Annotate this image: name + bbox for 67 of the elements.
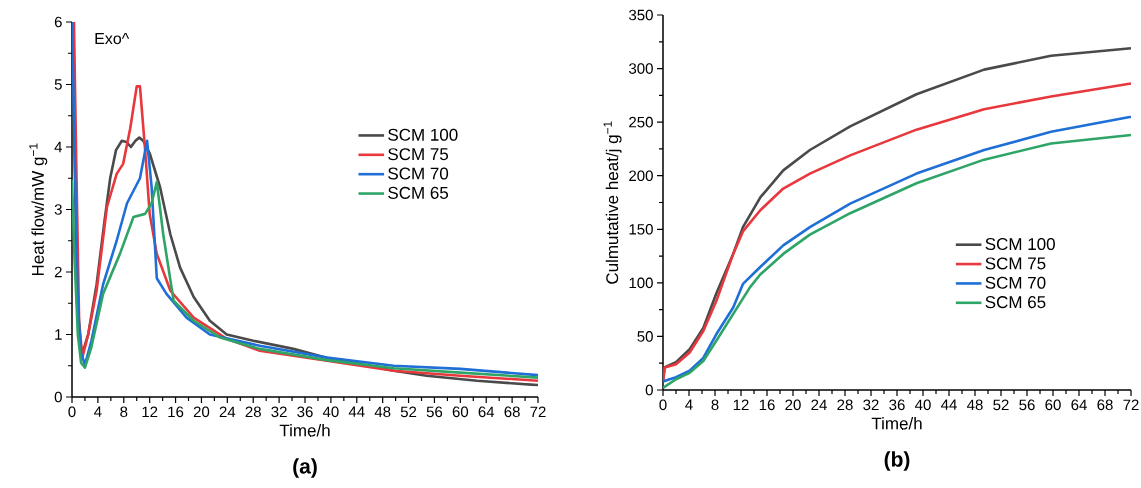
x-tick-label: 12 <box>733 399 749 411</box>
text: (b) <box>884 451 910 471</box>
x-tick-label: 0 <box>659 399 667 411</box>
x-tick-label: 44 <box>941 399 957 410</box>
x-tick-label: 64 <box>1071 399 1087 411</box>
y-tick-label: 6 <box>54 16 62 28</box>
y-tick-label: 0 <box>645 384 653 396</box>
y-tick-label: 200 <box>629 170 653 182</box>
x-tick-label: 4 <box>94 406 102 417</box>
y-tick-label: 250 <box>629 116 653 128</box>
x-tick-label: 32 <box>271 406 287 418</box>
x-tick-label: 40 <box>915 399 931 411</box>
x-tick-label: 56 <box>1019 399 1035 411</box>
x-tick-label: 20 <box>193 406 210 418</box>
y-tick-label: 2 <box>54 266 62 278</box>
y-tick-label: 50 <box>637 331 653 342</box>
x-tick-label: 0 <box>68 406 76 418</box>
x-tick-label: 56 <box>426 406 443 418</box>
x-tick-label: 52 <box>993 399 1009 411</box>
x-tick-label: 40 <box>322 406 339 418</box>
x-tick-label: 44 <box>348 406 365 417</box>
x-tick-label: 64 <box>478 406 495 418</box>
legend-label: SCM 100 <box>985 238 1055 251</box>
x-axis-title: Time/h <box>279 424 330 437</box>
x-tick-label: 48 <box>967 399 983 411</box>
x-tick-label: 68 <box>1097 399 1113 411</box>
x-tick-label: 48 <box>374 406 391 418</box>
y-tick-label: 350 <box>629 9 653 21</box>
x-tick-label: 72 <box>530 406 546 418</box>
x-tick-label: 20 <box>785 399 801 411</box>
x-tick-label: 60 <box>452 406 469 418</box>
legend-label: SCM 65 <box>985 296 1046 309</box>
legend-label: SCM 65 <box>388 186 449 199</box>
y-tick-label: 1 <box>55 329 62 340</box>
y-axis-title: Heat flow/mW g$^{−1}$ <box>29 143 48 276</box>
legend-label: SCM 75 <box>985 257 1046 270</box>
y-tick-label: 5 <box>54 79 62 90</box>
legend-label: SCM 70 <box>388 167 449 180</box>
y-tick-label: 3 <box>54 204 62 215</box>
legend-label: SCM 75 <box>388 148 449 161</box>
x-tick-label: 8 <box>120 406 128 418</box>
y-tick-label: 4 <box>54 141 63 153</box>
x-tick-label: 72 <box>1123 399 1139 411</box>
x-tick-label: 8 <box>711 399 719 411</box>
x-tick-label: 68 <box>504 406 520 418</box>
annotation: Exo^ <box>95 33 130 45</box>
y-tick-label: 300 <box>629 63 653 74</box>
x-tick-label: 24 <box>219 406 236 418</box>
x-axis-title: Time/h <box>871 417 922 430</box>
x-tick-label: 12 <box>142 406 158 418</box>
x-tick-label: 60 <box>1045 399 1061 411</box>
x-tick-label: 36 <box>889 399 905 411</box>
x-tick-label: 16 <box>168 406 184 418</box>
x-tick-label: 16 <box>759 399 775 411</box>
y-tick-label: 100 <box>629 277 653 289</box>
text: (a) <box>293 458 317 478</box>
x-tick-label: 24 <box>811 399 827 411</box>
y-tick-label: 150 <box>629 223 653 235</box>
legend-label: SCM 100 <box>388 128 458 141</box>
x-tick-label: 4 <box>685 399 693 410</box>
legend-label: SCM 70 <box>985 276 1046 289</box>
x-tick-label: 36 <box>297 406 313 418</box>
y-axis-title: Culmutative heat/j g$^{−1}$ <box>603 121 622 284</box>
x-tick-label: 32 <box>863 399 879 411</box>
x-tick-label: 28 <box>245 406 261 418</box>
x-tick-label: 28 <box>837 399 853 411</box>
x-tick-label: 52 <box>400 406 417 418</box>
